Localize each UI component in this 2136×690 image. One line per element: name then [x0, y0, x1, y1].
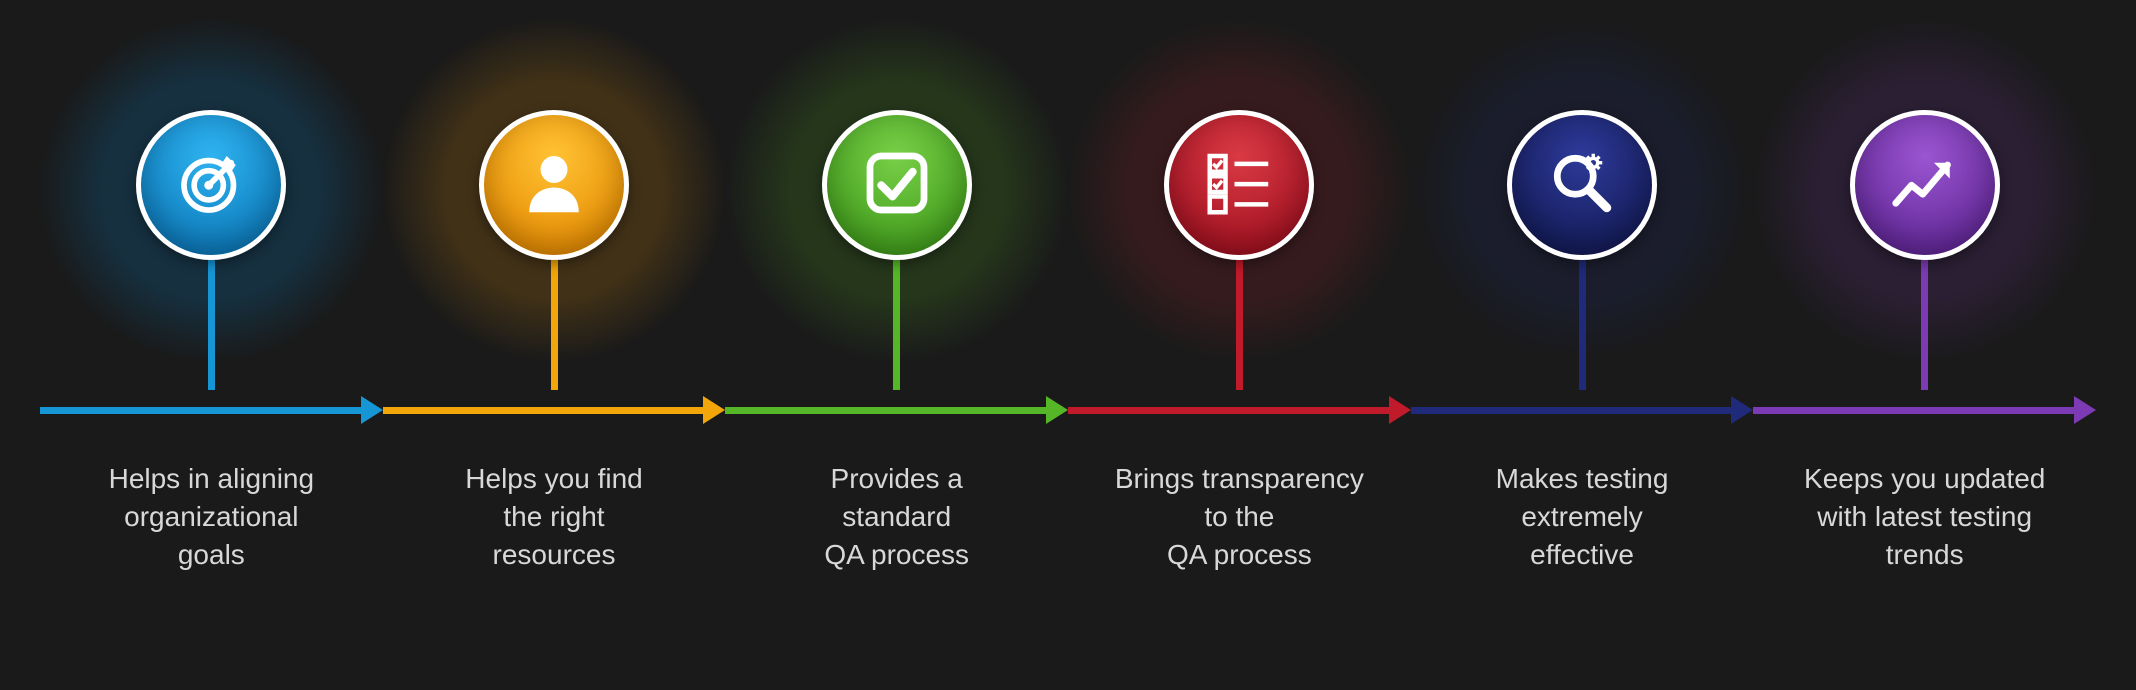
step-3: Provides a standard QA process — [725, 30, 1068, 573]
arrow-line — [1753, 407, 2074, 414]
step-label: Helps you find the right resources — [465, 460, 642, 573]
step-2: Helps you find the right resources — [383, 30, 726, 573]
step-5: Makes testing extremely effective — [1411, 30, 1754, 573]
step-label: Provides a standard QA process — [824, 460, 969, 573]
checklist-icon — [1203, 147, 1275, 224]
step-6: Keeps you updated with latest testing tr… — [1753, 30, 2096, 573]
connector-stem — [1921, 260, 1928, 390]
magnifier-gear-icon — [1546, 147, 1618, 224]
connector-stem — [208, 260, 215, 390]
step-4: Brings transparency to the QA process — [1068, 30, 1411, 573]
infographic-container: Helps in aligning organizational goals He… — [0, 0, 2136, 690]
checklist-circle — [1164, 110, 1314, 260]
connector-arrow — [1068, 390, 1411, 430]
arrow-head-icon — [2074, 396, 2096, 424]
trend-up-circle — [1850, 110, 2000, 260]
step-label: Helps in aligning organizational goals — [109, 460, 314, 573]
trend-up-icon — [1889, 147, 1961, 224]
arrow-head-icon — [1731, 396, 1753, 424]
checkbox-circle — [822, 110, 972, 260]
arrow-line — [383, 407, 704, 414]
connector-stem — [551, 260, 558, 390]
arrow-line — [40, 407, 361, 414]
checkbox-icon — [861, 147, 933, 224]
arrow-head-icon — [1389, 396, 1411, 424]
arrow-head-icon — [361, 396, 383, 424]
arrow-line — [1068, 407, 1389, 414]
step-label: Keeps you updated with latest testing tr… — [1804, 460, 2045, 573]
magnifier-gear-circle — [1507, 110, 1657, 260]
connector-arrow — [1753, 390, 2096, 430]
connector-arrow — [40, 390, 383, 430]
connector-stem — [893, 260, 900, 390]
connector-arrow — [383, 390, 726, 430]
step-label: Brings transparency to the QA process — [1115, 460, 1364, 573]
connector-stem — [1236, 260, 1243, 390]
step-label: Makes testing extremely effective — [1496, 460, 1669, 573]
arrow-head-icon — [1046, 396, 1068, 424]
person-circle — [479, 110, 629, 260]
step-1: Helps in aligning organizational goals — [40, 30, 383, 573]
arrow-line — [725, 407, 1046, 414]
person-icon — [518, 147, 590, 224]
target-circle — [136, 110, 286, 260]
target-icon — [175, 147, 247, 224]
arrow-head-icon — [703, 396, 725, 424]
connector-arrow — [1411, 390, 1754, 430]
connector-stem — [1579, 260, 1586, 390]
arrow-line — [1411, 407, 1732, 414]
connector-arrow — [725, 390, 1068, 430]
